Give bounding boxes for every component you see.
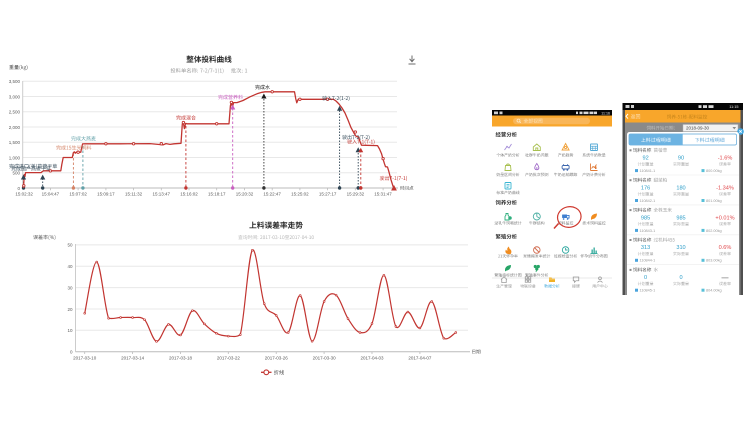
svg-text:2017-03-22: 2017-03-22 [217,356,241,361]
svg-text:-1.6%: -1.6% [718,156,733,162]
svg-text:2017-04-07: 2017-04-07 [408,356,432,361]
svg-text:2017-03-30: 2017-03-30 [313,356,337,361]
svg-text:15:07:02: 15:07:02 [69,191,87,196]
svg-text:2017-03-18: 2017-03-18 [169,356,193,361]
svg-text:310: 310 [676,245,685,251]
svg-text:803.00kg: 803.00kg [706,259,722,263]
svg-text:2018-09-30: 2018-09-30 [686,126,710,131]
svg-text:180: 180 [676,185,685,191]
svg-text:15:20:32: 15:20:32 [236,191,254,196]
svg-text:15:29:32: 15:29:32 [347,191,365,196]
svg-text:804.00kg: 804.00kg [706,289,722,293]
svg-text:15:22:47: 15:22:47 [263,191,281,196]
svg-text:1,500: 1,500 [9,140,21,145]
svg-text:92: 92 [642,156,648,162]
svg-text:90: 90 [678,156,684,162]
svg-text:0: 0 [644,275,647,281]
svg-text:15:09:17: 15:09:17 [97,191,115,196]
svg-text:110845-1: 110845-1 [640,289,656,293]
svg-text:0: 0 [679,275,682,281]
svg-text:110843-1: 110843-1 [640,229,656,233]
svg-text:110842-1: 110842-1 [640,199,656,203]
svg-text:802.00kg: 802.00kg [706,229,722,233]
svg-text:15:13:47: 15:13:47 [153,191,171,196]
svg-text:0: 0 [70,350,73,355]
svg-text:801.00kg: 801.00kg [706,199,722,203]
svg-text:0: 0 [17,186,20,191]
svg-text:0.6%: 0.6% [719,245,732,251]
svg-text:800.00kg: 800.00kg [706,169,722,173]
svg-text:985: 985 [676,215,685,221]
svg-text:15:02:32: 15:02:32 [15,191,33,196]
svg-text:11:16: 11:16 [601,111,610,115]
svg-text:500: 500 [12,171,20,176]
svg-text:15:27:17: 15:27:17 [319,191,337,196]
svg-text:11:15: 11:15 [729,105,738,109]
svg-text:15:04:47: 15:04:47 [42,191,60,196]
svg-text:20: 20 [67,307,73,312]
svg-text:3,500: 3,500 [9,79,21,84]
svg-text:15:31:47: 15:31:47 [374,191,392,196]
svg-text:110841-1: 110841-1 [640,169,656,173]
svg-text:313: 313 [641,245,650,251]
svg-text:15:16:02: 15:16:02 [180,191,198,196]
svg-text:-1.34%: -1.34% [716,185,734,191]
svg-text:15:25:02: 15:25:02 [291,191,309,196]
svg-text:2017-04-03: 2017-04-03 [360,356,384,361]
svg-text:+0.01%: +0.01% [715,215,734,221]
svg-text:50: 50 [67,243,73,248]
svg-text:2,500: 2,500 [9,110,21,115]
svg-text:2,000: 2,000 [9,125,21,130]
svg-text:40: 40 [67,264,73,269]
svg-text:985: 985 [641,215,650,221]
svg-text:30: 30 [67,285,73,290]
svg-text:176: 176 [641,185,650,191]
svg-text:1,000: 1,000 [9,155,21,160]
svg-text:10: 10 [67,328,73,333]
svg-text:110844-1: 110844-1 [640,259,656,263]
svg-text:2017-03-10: 2017-03-10 [73,356,97,361]
svg-text:2017-03-14: 2017-03-14 [121,356,145,361]
svg-text:15:11:32: 15:11:32 [125,191,143,196]
svg-text:15:18:17: 15:18:17 [208,191,226,196]
svg-text:3,000: 3,000 [9,94,21,99]
svg-text:2017-03-26: 2017-03-26 [265,356,289,361]
